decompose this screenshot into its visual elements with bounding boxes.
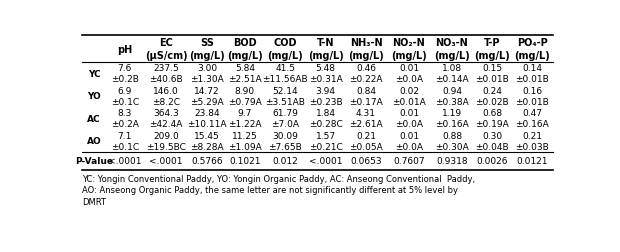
Text: 0.14
±0.01B: 0.14 ±0.01B	[515, 64, 549, 84]
Text: 5.84
±2.51A: 5.84 ±2.51A	[228, 64, 262, 84]
Text: 0.1021: 0.1021	[229, 157, 260, 166]
Text: SS
(mg/L): SS (mg/L)	[189, 38, 225, 60]
Text: 5.48
±0.31A: 5.48 ±0.31A	[309, 64, 342, 84]
Text: 0.84
±0.17A: 0.84 ±0.17A	[349, 86, 383, 106]
Text: 8.3
±0.2A: 8.3 ±0.2A	[111, 109, 139, 129]
Text: EC
(μS/cm): EC (μS/cm)	[144, 38, 187, 60]
Text: 6.9
±0.1C: 6.9 ±0.1C	[111, 86, 139, 106]
Text: 1.19
±0.16A: 1.19 ±0.16A	[435, 109, 469, 129]
Text: 0.46
±0.22A: 0.46 ±0.22A	[349, 64, 383, 84]
Text: 23.84
±10.11A: 23.84 ±10.11A	[187, 109, 227, 129]
Text: 41.5
±11.56AB: 41.5 ±11.56AB	[262, 64, 308, 84]
Text: YC: Yongin Conventional Paddy, YO: Yongin Organic Paddy, AC: Anseong Conventiona: YC: Yongin Conventional Paddy, YO: Yongi…	[82, 174, 476, 206]
Text: 0.0026: 0.0026	[477, 157, 508, 166]
Text: 0.15
±0.01B: 0.15 ±0.01B	[476, 64, 509, 84]
Text: 0.01
±0.0A: 0.01 ±0.0A	[395, 131, 423, 151]
Text: COD
(mg/L): COD (mg/L)	[267, 38, 303, 60]
Text: 7.6
±0.2B: 7.6 ±0.2B	[111, 64, 139, 84]
Text: 11.25
±1.09A: 11.25 ±1.09A	[228, 131, 262, 151]
Text: NO₂-N
(mg/L): NO₂-N (mg/L)	[391, 38, 427, 60]
Text: 14.72
±5.29A: 14.72 ±5.29A	[190, 86, 224, 106]
Text: 0.68
±0.19A: 0.68 ±0.19A	[476, 109, 509, 129]
Text: 15.45
±8.28A: 15.45 ±8.28A	[190, 131, 224, 151]
Text: 0.30
±0.04B: 0.30 ±0.04B	[476, 131, 509, 151]
Text: <.0001: <.0001	[309, 157, 342, 166]
Text: 7.1
±0.1C: 7.1 ±0.1C	[111, 131, 139, 151]
Text: P-Value: P-Value	[75, 157, 113, 166]
Text: NH₃-N
(mg/L): NH₃-N (mg/L)	[348, 38, 384, 60]
Text: 209.0
±19.5BC: 209.0 ±19.5BC	[146, 131, 186, 151]
Text: PO₄-P
(mg/L): PO₄-P (mg/L)	[515, 38, 550, 60]
Text: 237.5
±40.6B: 237.5 ±40.6B	[149, 64, 183, 84]
Text: 0.94
±0.38A: 0.94 ±0.38A	[435, 86, 469, 106]
Text: AO: AO	[87, 137, 102, 146]
Text: 1.08
±0.14A: 1.08 ±0.14A	[435, 64, 469, 84]
Text: 52.14
±3.51AB: 52.14 ±3.51AB	[265, 86, 305, 106]
Text: NO₃-N
(mg/L): NO₃-N (mg/L)	[434, 38, 470, 60]
Text: <.0001: <.0001	[108, 157, 141, 166]
Text: 0.9318: 0.9318	[436, 157, 468, 166]
Text: 8.90
±0.79A: 8.90 ±0.79A	[228, 86, 262, 106]
Text: 0.47
±0.16A: 0.47 ±0.16A	[515, 109, 549, 129]
Text: 0.0653: 0.0653	[350, 157, 382, 166]
Text: T-N
(mg/L): T-N (mg/L)	[308, 38, 343, 60]
Text: 0.5766: 0.5766	[192, 157, 223, 166]
Text: BOD
(mg/L): BOD (mg/L)	[227, 38, 263, 60]
Text: AC: AC	[87, 114, 101, 123]
Text: 61.79
±7.0A: 61.79 ±7.0A	[271, 109, 299, 129]
Text: 0.16
±0.01B: 0.16 ±0.01B	[515, 86, 549, 106]
Text: 0.24
±0.02B: 0.24 ±0.02B	[476, 86, 509, 106]
Text: 0.01
±0.0A: 0.01 ±0.0A	[395, 109, 423, 129]
Text: <.0001: <.0001	[149, 157, 183, 166]
Text: pH: pH	[117, 44, 133, 54]
Text: 0.7607: 0.7607	[393, 157, 425, 166]
Text: 9.7
±1.22A: 9.7 ±1.22A	[228, 109, 262, 129]
Text: YO: YO	[87, 92, 101, 101]
Text: 0.21
±0.03B: 0.21 ±0.03B	[515, 131, 549, 151]
Text: 0.0121: 0.0121	[516, 157, 548, 166]
Text: 0.88
±0.30A: 0.88 ±0.30A	[435, 131, 469, 151]
Text: 0.02
±0.01A: 0.02 ±0.01A	[392, 86, 426, 106]
Text: 0.012: 0.012	[272, 157, 298, 166]
Text: 146.0
±8.2C: 146.0 ±8.2C	[152, 86, 180, 106]
Text: 1.84
±0.28C: 1.84 ±0.28C	[309, 109, 342, 129]
Text: 4.31
±2.61A: 4.31 ±2.61A	[349, 109, 383, 129]
Text: 0.21
±0.05A: 0.21 ±0.05A	[349, 131, 383, 151]
Text: 3.94
±0.23B: 3.94 ±0.23B	[309, 86, 342, 106]
Text: YC: YC	[88, 70, 100, 78]
Text: 30.09
±7.65B: 30.09 ±7.65B	[268, 131, 302, 151]
Text: T-P
(mg/L): T-P (mg/L)	[474, 38, 510, 60]
Text: 0.01
±0.0A: 0.01 ±0.0A	[395, 64, 423, 84]
Text: 364.3
±42.4A: 364.3 ±42.4A	[149, 109, 183, 129]
Text: 1.57
±0.21C: 1.57 ±0.21C	[309, 131, 342, 151]
Text: 3.00
±1.30A: 3.00 ±1.30A	[190, 64, 224, 84]
